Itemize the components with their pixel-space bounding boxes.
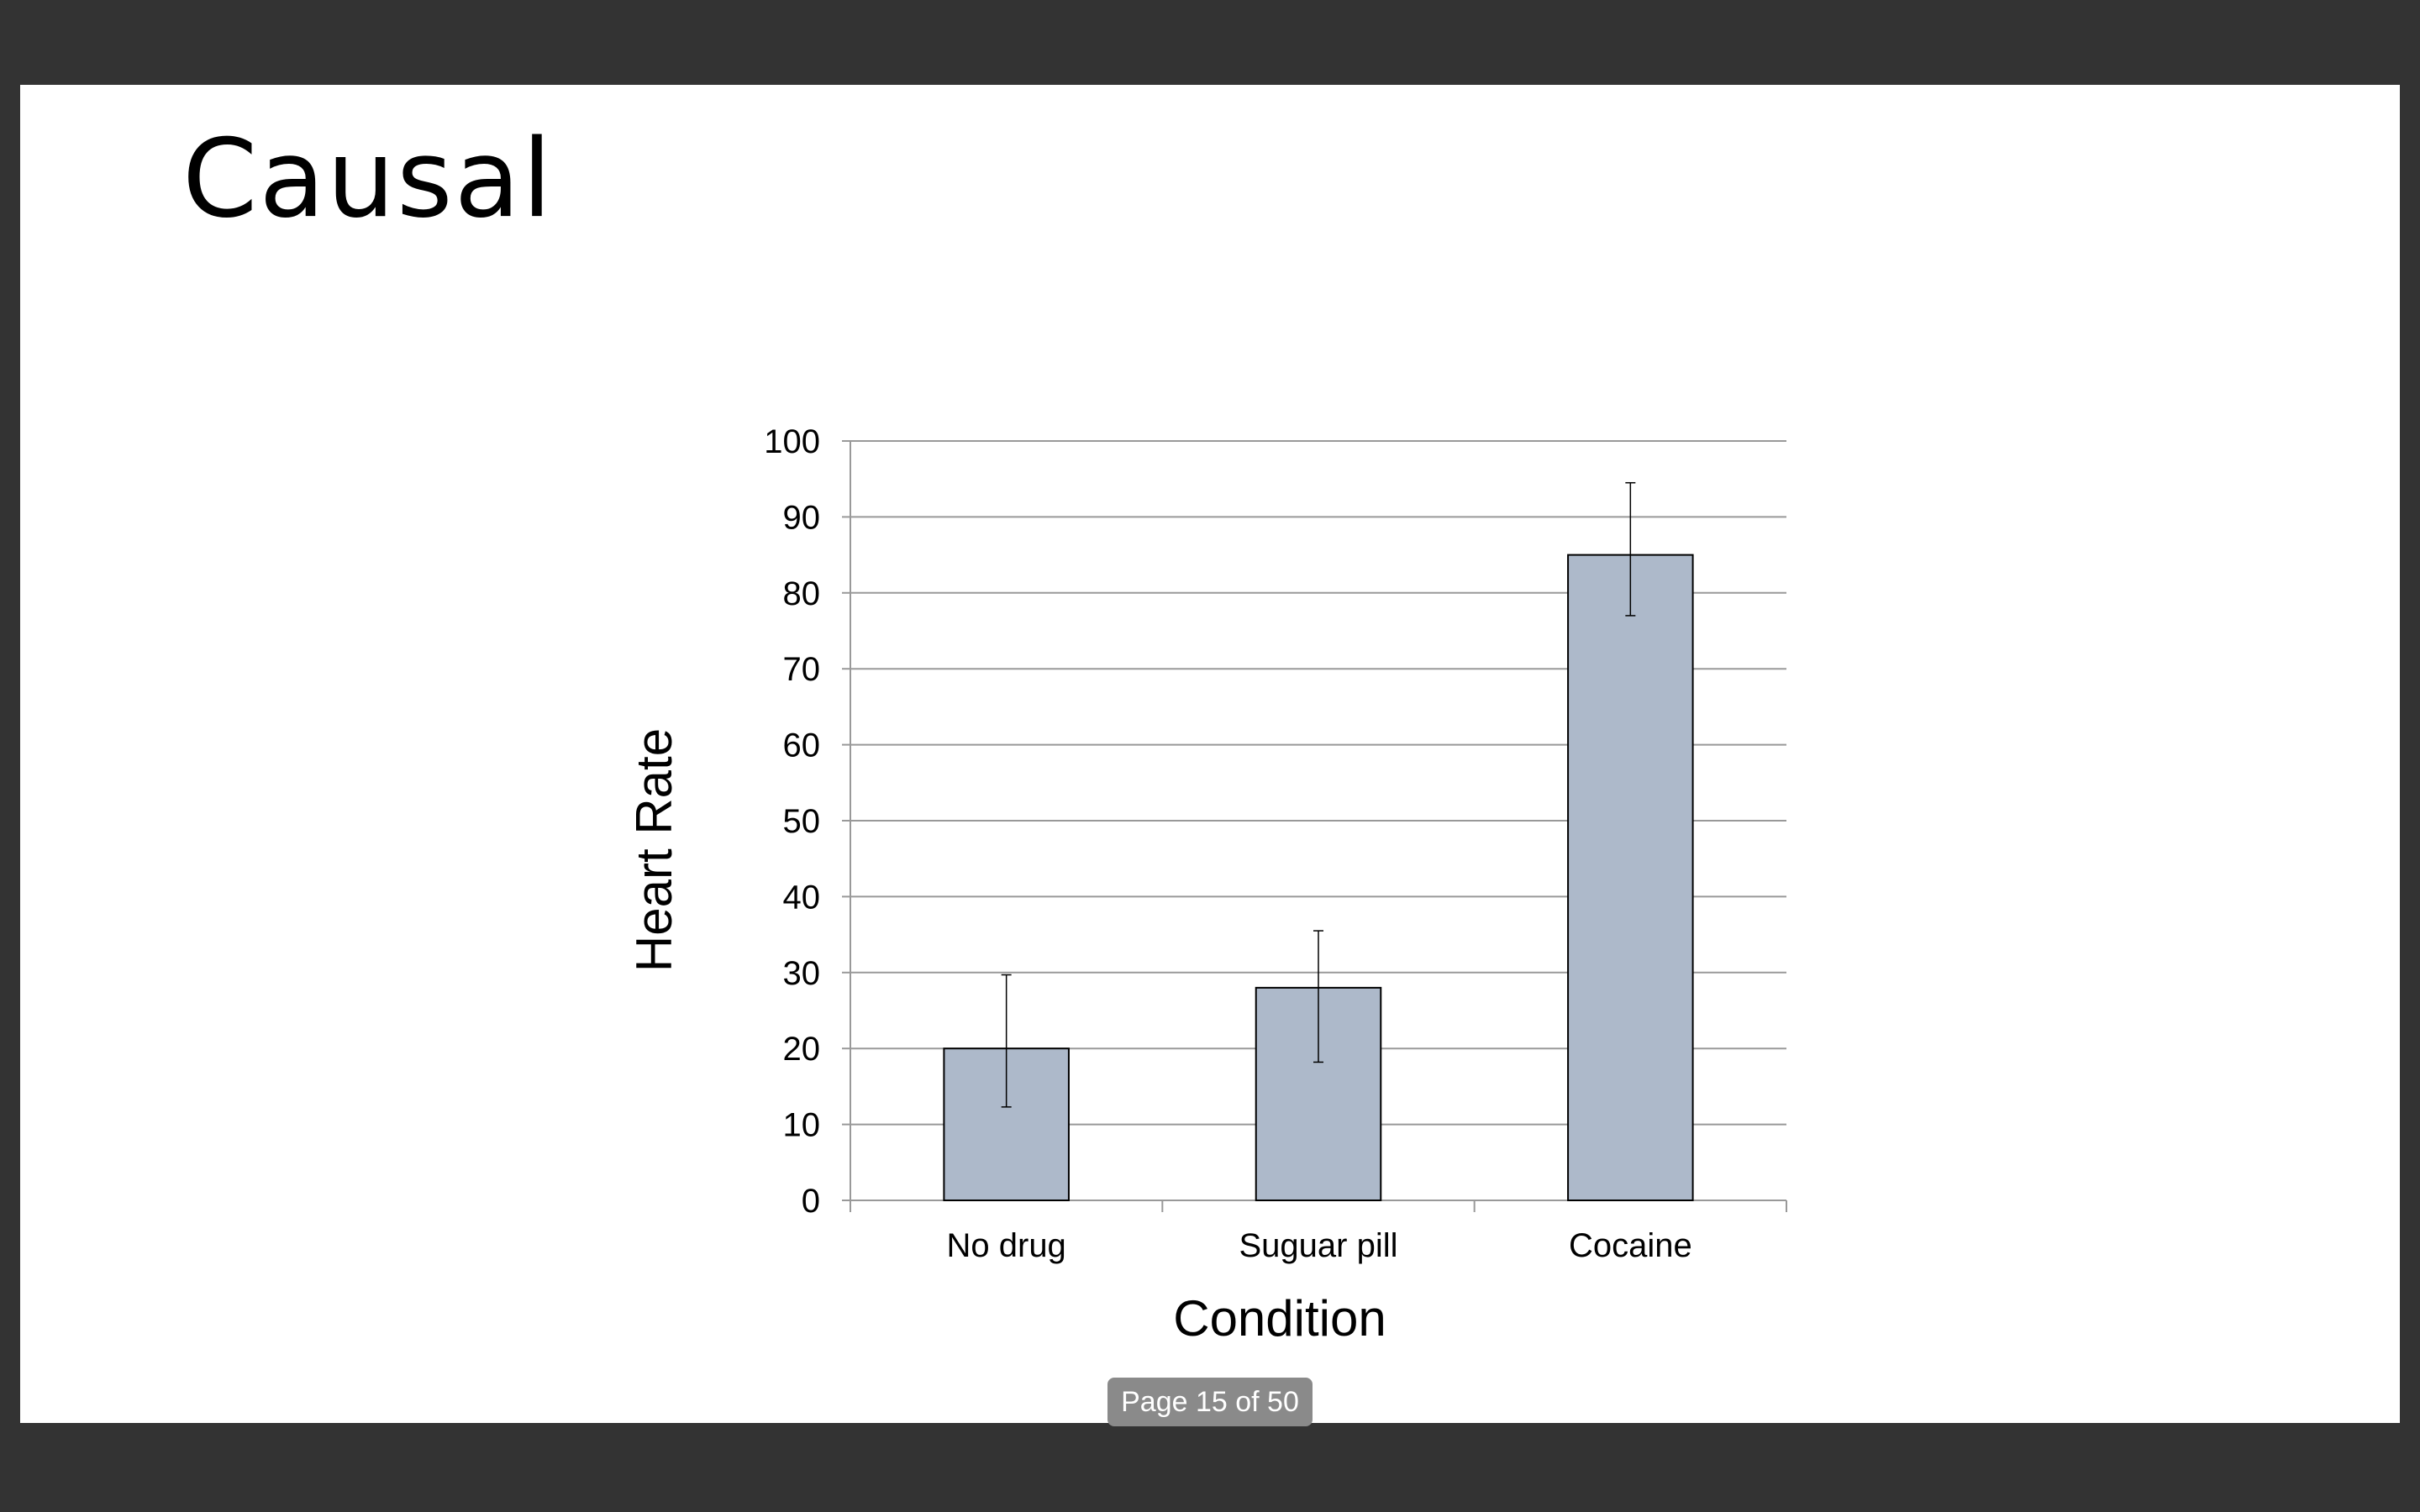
x-axis-title: Condition [1173, 1290, 1386, 1347]
bars [943, 554, 1694, 1201]
slide-title: Causal [182, 117, 554, 242]
bar [943, 1047, 1070, 1201]
page-indicator: Page 15 of 50 [1107, 1378, 1313, 1426]
y-tick-label: 80 [783, 575, 821, 612]
x-tick-label: Suguar pill [1239, 1227, 1397, 1264]
y-tick-label: 70 [783, 651, 821, 688]
y-tick-label: 0 [802, 1183, 820, 1220]
tick-labels: 0 10 20 30 40 50 60 70 80 90 100 No drug Suguar pill… [764, 423, 1691, 1264]
y-tick-label: 50 [783, 803, 821, 840]
x-tick-label: Cocaine [1569, 1227, 1692, 1264]
y-tick-label: 100 [764, 423, 820, 460]
bar [1567, 554, 1694, 1201]
y-tick-label: 20 [783, 1031, 821, 1068]
x-tick-label: No drug [947, 1227, 1066, 1264]
y-tick-label: 90 [783, 499, 821, 536]
y-tick-label: 40 [783, 879, 821, 916]
y-axis-title: Heart Rate [626, 728, 682, 972]
y-tick-label: 30 [783, 955, 821, 992]
y-tick-label: 60 [783, 727, 821, 764]
error-bars [1001, 481, 1636, 1108]
y-tick-label: 10 [783, 1107, 821, 1144]
